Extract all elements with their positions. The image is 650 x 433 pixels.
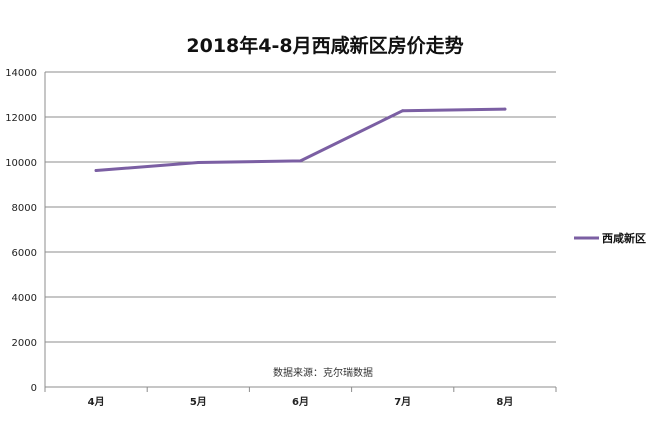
data-point (299, 159, 302, 163)
chart-title: 2018年4-8月西咸新区房价走势 (186, 34, 463, 57)
data-source-note: 数据来源：克尔瑞数据 (273, 366, 373, 379)
x-tick-label: 8月 (496, 396, 513, 408)
data-point (503, 107, 507, 111)
x-tick-label: 5月 (190, 396, 207, 408)
x-tick-label: 7月 (394, 396, 411, 408)
y-tick-label: 12000 (5, 113, 37, 124)
y-tick-label: 0 (31, 383, 37, 394)
y-tick-label: 2000 (12, 338, 37, 349)
legend-label: 西咸新区 (602, 231, 646, 245)
y-tick-label: 8000 (12, 203, 37, 214)
y-tick-label: 14000 (5, 68, 37, 79)
y-tick-label: 6000 (12, 248, 37, 259)
series-layer (94, 107, 507, 173)
gridlines (44, 71, 557, 392)
data-point (94, 169, 98, 173)
y-tick-label: 10000 (5, 158, 37, 169)
y-tick-label: 4000 (12, 293, 37, 304)
x-axis-tick-labels: 4月 5月 6月 7月 8月 (88, 396, 514, 408)
x-tick-label: 4月 (88, 396, 105, 408)
data-point (401, 109, 405, 113)
data-point (196, 160, 200, 164)
x-tick-label: 6月 (292, 396, 309, 408)
y-axis-tick-labels: 0 2000 4000 6000 8000 10000 12000 14000 (5, 68, 37, 394)
legend: 西咸新区 (574, 231, 646, 245)
